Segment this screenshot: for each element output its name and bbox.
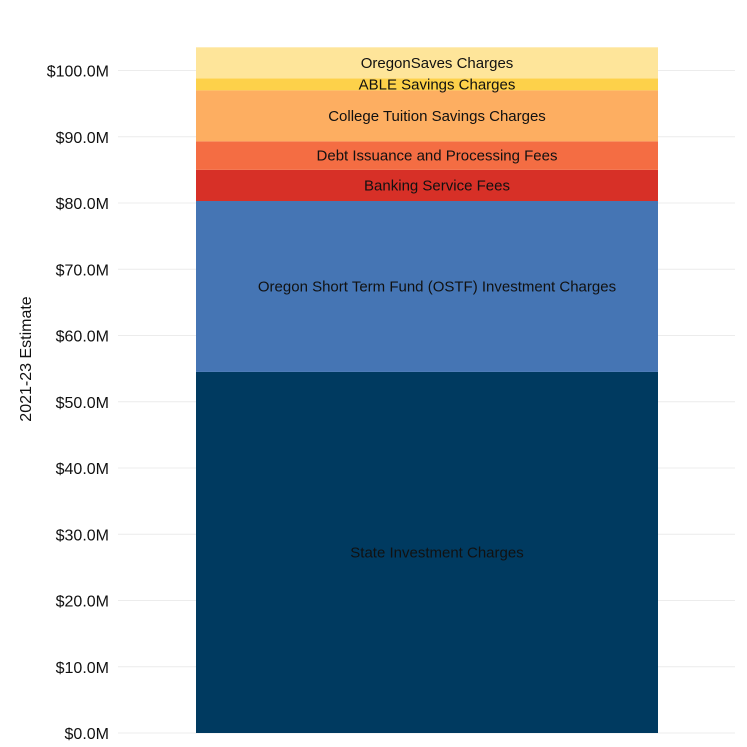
bar-segment-1: [196, 201, 658, 372]
y-tick-label: $40.0M: [56, 461, 109, 478]
y-tick-label: $50.0M: [56, 395, 109, 412]
y-tick-label: $0.0M: [65, 726, 109, 743]
segment-label-1: Oregon Short Term Fund (OSTF) Investment…: [258, 278, 616, 295]
y-tick-label: $70.0M: [56, 262, 109, 279]
y-tick-label: $90.0M: [56, 130, 109, 147]
bar-segment-6: [196, 47, 658, 79]
y-tick-label: $10.0M: [56, 660, 109, 677]
y-tick-label: $30.0M: [56, 527, 109, 544]
bar-segment-0: [196, 371, 658, 733]
y-axis-ticks: $0.0M $10.0M $20.0M $30.0M $40.0M $50.0M $60.0…: [47, 64, 109, 744]
y-tick-label: $100.0M: [47, 64, 109, 81]
y-tick-label: $20.0M: [56, 594, 109, 611]
segment-label-6: OregonSaves Charges: [361, 55, 514, 72]
segment-labels: State Investment Charges Oregon Short Ter…: [258, 55, 616, 562]
y-tick-label: $60.0M: [56, 329, 109, 346]
segment-label-4: College Tuition Savings Charges: [328, 108, 546, 125]
segment-label-3: Debt Issuance and Processing Fees: [317, 148, 558, 165]
bar-segments: [196, 47, 658, 733]
segment-label-0: State Investment Charges: [350, 544, 523, 561]
bar-segment-4: [196, 90, 658, 142]
segment-label-2: Banking Service Fees: [364, 177, 510, 194]
segment-label-5: ABLE Savings Charges: [359, 76, 516, 93]
bar-segment-2: [196, 169, 658, 202]
y-tick-label: $80.0M: [56, 196, 109, 213]
bar-segment-5: [196, 78, 658, 91]
bar-segment-3: [196, 141, 658, 170]
y-axis-title: 2021-23 Estimate: [18, 296, 35, 422]
